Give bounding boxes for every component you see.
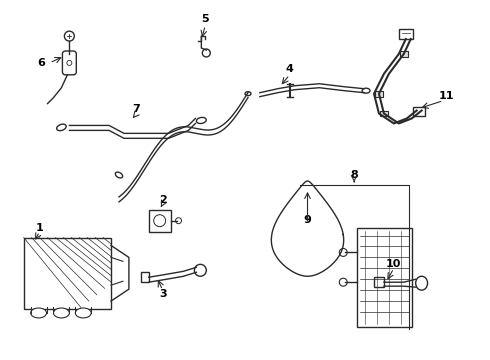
Circle shape: [339, 278, 347, 286]
Circle shape: [202, 49, 210, 57]
FancyBboxPatch shape: [374, 277, 384, 287]
Ellipse shape: [196, 117, 206, 123]
Ellipse shape: [75, 308, 91, 318]
Ellipse shape: [362, 88, 370, 93]
Ellipse shape: [416, 276, 428, 290]
Text: 1: 1: [36, 222, 44, 233]
Text: 9: 9: [304, 215, 312, 225]
Circle shape: [195, 264, 206, 276]
Circle shape: [339, 248, 347, 256]
Text: 7: 7: [132, 104, 140, 113]
FancyBboxPatch shape: [400, 51, 408, 57]
FancyBboxPatch shape: [141, 272, 149, 282]
Circle shape: [64, 31, 74, 41]
FancyBboxPatch shape: [24, 238, 111, 309]
Text: 6: 6: [38, 58, 46, 68]
FancyBboxPatch shape: [62, 51, 76, 75]
Text: 4: 4: [286, 64, 294, 74]
Text: 2: 2: [159, 195, 167, 205]
Text: 11: 11: [439, 91, 454, 101]
Ellipse shape: [245, 92, 251, 96]
Ellipse shape: [115, 172, 122, 178]
Text: 5: 5: [201, 14, 209, 24]
FancyBboxPatch shape: [357, 228, 412, 327]
Circle shape: [154, 215, 166, 227]
Text: 3: 3: [159, 289, 167, 299]
FancyBboxPatch shape: [413, 107, 425, 117]
Ellipse shape: [57, 124, 66, 131]
Text: 8: 8: [350, 170, 358, 180]
Ellipse shape: [53, 308, 70, 318]
FancyBboxPatch shape: [380, 111, 388, 117]
Circle shape: [175, 218, 181, 224]
Ellipse shape: [31, 308, 47, 318]
Circle shape: [67, 60, 72, 66]
FancyBboxPatch shape: [399, 29, 413, 39]
FancyBboxPatch shape: [149, 210, 171, 231]
Text: 10: 10: [386, 259, 401, 269]
FancyBboxPatch shape: [375, 91, 383, 96]
